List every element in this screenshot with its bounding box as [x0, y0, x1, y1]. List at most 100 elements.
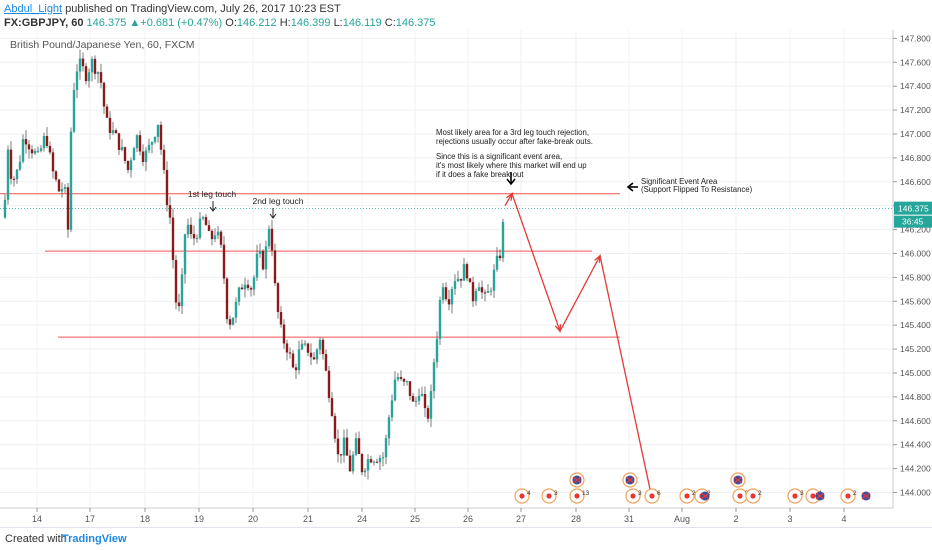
event-dot-icon — [737, 493, 743, 499]
candle-body — [432, 362, 436, 392]
y-tick-label: 147.000 — [900, 129, 931, 139]
candle-body — [144, 150, 148, 162]
y-tick-label: 145.000 — [900, 368, 931, 378]
candle-body — [159, 124, 163, 150]
x-tick-label: 25 — [410, 514, 420, 524]
leg1-label: 1st leg touch — [188, 189, 236, 199]
candle-body — [378, 457, 382, 463]
candle-body — [84, 66, 88, 82]
candle-body — [456, 278, 460, 282]
published-text: published on TradingView.com, July 26, 2… — [65, 3, 341, 15]
candle-body — [150, 141, 154, 145]
tradingview-logo[interactable]: TradingView — [62, 533, 127, 545]
candle-body — [222, 244, 226, 279]
y-tick-label: 144.000 — [900, 487, 931, 497]
note-arrowhead — [506, 178, 516, 186]
event-dot-icon — [792, 493, 798, 499]
uk-flag-cross — [815, 492, 825, 500]
candle-body — [399, 376, 403, 379]
publish-line: Abdul_Light published on TradingView.com… — [4, 3, 341, 15]
candle-body — [138, 135, 142, 152]
y-tick-label: 144.800 — [900, 392, 931, 402]
candle-body — [51, 152, 55, 172]
leg2-arrowhead — [269, 213, 277, 219]
symbol-label[interactable]: FX:GBPJPY, 60 — [4, 17, 84, 29]
candle-body — [357, 438, 361, 455]
candle-body — [240, 287, 244, 290]
candle-body — [168, 205, 172, 218]
y-tick-label: 146.200 — [900, 225, 931, 235]
countdown-label: 36:45 — [902, 217, 924, 227]
candle-body — [117, 133, 121, 150]
candle-body — [414, 400, 418, 402]
note-line-1: Most likely area for a 3rd leg touch rej… — [436, 128, 589, 137]
candle-body — [501, 221, 505, 259]
candle-body — [291, 353, 295, 368]
y-tick-label: 147.800 — [900, 33, 931, 43]
author-link[interactable]: Abdul_Light — [4, 3, 63, 15]
candle-body — [492, 269, 496, 291]
x-tick-label: 14 — [32, 514, 42, 524]
candle-body — [450, 288, 454, 305]
candle-body — [369, 459, 373, 463]
candle-body — [264, 246, 268, 270]
leg2-label: 2nd leg touch — [252, 196, 303, 206]
candle-body — [309, 352, 313, 358]
candle-body — [153, 136, 157, 142]
candle-body — [303, 343, 307, 345]
candle-body — [123, 147, 127, 161]
candle-body — [333, 415, 337, 439]
y-tick-label: 146.800 — [900, 153, 931, 163]
candle-body — [375, 461, 379, 463]
candle-body — [72, 89, 76, 132]
price-tag-label: 146.375 — [898, 204, 929, 214]
y-tick-label: 147.200 — [900, 105, 931, 115]
event-dot-icon — [630, 493, 636, 499]
projection-arrowhead — [554, 324, 562, 333]
candle-body — [219, 231, 223, 245]
price-chart[interactable]: 1st leg touch 2nd leg touch Most likely ar… — [0, 30, 932, 525]
candle-body — [453, 281, 457, 289]
candle-body — [441, 287, 445, 300]
y-tick-label: 147.600 — [900, 57, 931, 67]
candle-body — [237, 287, 241, 302]
candle-body — [162, 149, 166, 170]
close-value: 146.375 — [395, 17, 436, 29]
candle-body — [213, 235, 217, 240]
note-line-3: Since this is a significant event area, — [436, 152, 562, 161]
change-value: +0.681 (+0.47%) — [140, 17, 223, 29]
candle-body — [201, 217, 205, 219]
candle-body — [66, 187, 70, 230]
candle-body — [111, 130, 115, 133]
x-tick-label: 27 — [516, 514, 526, 524]
candle-body — [30, 149, 34, 154]
close-label: C: — [384, 17, 396, 29]
candle-body — [198, 218, 202, 238]
countdown-tag — [894, 215, 932, 228]
candle-body — [348, 455, 352, 472]
event-dot-icon — [546, 493, 552, 499]
candle-body — [114, 130, 118, 134]
event-badge-count: 13 — [582, 490, 590, 497]
event-dot-icon — [574, 493, 580, 499]
candle-body — [195, 237, 199, 239]
candle-body — [330, 398, 334, 416]
candle-body — [135, 135, 139, 149]
candle-body — [288, 352, 292, 354]
candle-body — [345, 437, 349, 456]
candle-body — [402, 378, 406, 382]
candle-body — [498, 255, 502, 259]
projection-arrowhead — [594, 254, 601, 263]
x-tick-label: 28 — [571, 514, 581, 524]
note-line-5: if it does a fake break-out — [436, 170, 524, 179]
candle-body — [390, 400, 394, 418]
candle-body — [120, 147, 124, 150]
event-badge-count: 6 — [657, 490, 661, 497]
candle-body — [225, 278, 229, 320]
uk-flag-cross — [733, 476, 743, 484]
candle-body — [282, 324, 286, 344]
candle-body — [18, 161, 22, 170]
candle-body — [489, 290, 493, 292]
candle-body — [342, 437, 346, 456]
candle-body — [216, 231, 220, 236]
